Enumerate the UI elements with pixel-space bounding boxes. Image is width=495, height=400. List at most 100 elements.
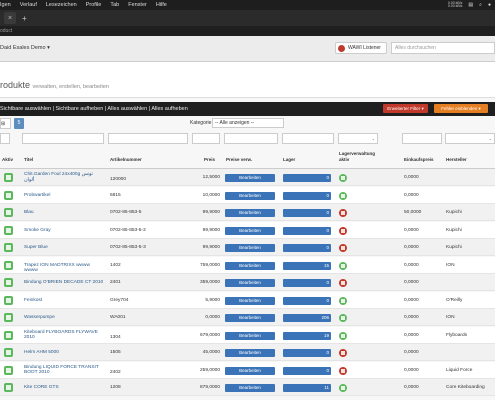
filter-preis[interactable] bbox=[192, 133, 220, 144]
table-row[interactable]: Blau 0702-85-853-5 99,9000 Bearbeiten 0 50,00… bbox=[0, 204, 495, 221]
product-title[interactable]: Kiteboard FLYBOARDS FLYWAVE 2010 bbox=[24, 329, 98, 341]
stock-value[interactable]: 0 bbox=[283, 366, 331, 375]
filter-aktiv[interactable] bbox=[0, 133, 10, 144]
stock-management-toggle[interactable] bbox=[339, 174, 347, 182]
table-row[interactable]: Super Blue 0702-85-853-5-3 99,9000 Bearbeit… bbox=[0, 239, 495, 256]
edit-prices-button[interactable]: Bearbeiten bbox=[225, 261, 275, 270]
edit-prices-button[interactable]: Bearbeiten bbox=[225, 209, 275, 217]
menu-item-tab[interactable]: Tab bbox=[110, 2, 120, 8]
menu-item-fenster[interactable]: Fenster bbox=[128, 2, 147, 8]
stock-value[interactable]: 19 bbox=[283, 331, 331, 340]
filter-lagerverwaltung-select[interactable]: ⌄ bbox=[338, 133, 378, 144]
active-checkbox[interactable] bbox=[4, 348, 13, 357]
page-size-button[interactable]: 5 bbox=[14, 118, 24, 129]
active-checkbox[interactable] bbox=[4, 330, 13, 340]
active-checkbox[interactable] bbox=[4, 295, 13, 305]
product-title[interactable]: Chit.Garden Foul 24x400g تونس ألوان bbox=[24, 172, 93, 183]
stock-value[interactable]: 0 bbox=[283, 279, 331, 287]
filter-artikelnummer[interactable] bbox=[108, 133, 188, 144]
table-row[interactable]: Feinkost Grey704 5,9000 Bearbeiten 0 0,0000 O'… bbox=[0, 291, 495, 309]
edit-prices-button[interactable]: Bearbeiten bbox=[225, 314, 275, 322]
product-title[interactable]: Trapez ION MADTRIXX wwww wwww bbox=[24, 262, 90, 274]
product-title[interactable]: Wasserpumpe bbox=[24, 315, 55, 320]
product-title[interactable]: Kite CORE GTS bbox=[24, 385, 59, 390]
edit-prices-button[interactable]: Bearbeiten bbox=[225, 244, 275, 252]
product-title[interactable]: Blau bbox=[24, 210, 34, 215]
stock-management-toggle[interactable] bbox=[339, 191, 347, 200]
edit-prices-button[interactable]: Bearbeiten bbox=[225, 331, 275, 340]
stock-management-toggle[interactable] bbox=[339, 244, 347, 252]
active-checkbox[interactable] bbox=[4, 243, 13, 252]
new-tab-icon[interactable]: + bbox=[22, 13, 27, 23]
col-lagerverwaltung[interactable]: Lagerverwaltung aktiv bbox=[339, 151, 376, 162]
table-row[interactable]: Kiteboard FLYBOARDS FLYWAVE 2010 1304 679,… bbox=[0, 326, 495, 344]
filter-titel[interactable] bbox=[22, 133, 104, 144]
siri-icon[interactable]: ● bbox=[487, 2, 491, 8]
edit-prices-button[interactable]: Bearbeiten bbox=[225, 279, 275, 287]
table-row[interactable]: Chit.Garden Foul 24x400g تونس ألوان 12000… bbox=[0, 169, 495, 186]
menu-item-hilfe[interactable]: Hilfe bbox=[155, 2, 167, 8]
col-artikelnummer[interactable]: Artikelnummer bbox=[110, 157, 142, 162]
active-checkbox[interactable] bbox=[4, 365, 13, 375]
stock-value[interactable]: 0 bbox=[283, 226, 331, 235]
edit-prices-button[interactable]: Bearbeiten bbox=[225, 349, 275, 357]
table-row[interactable]: Bindung LIQUID FORCE TRANSIT BOOT 2010 24… bbox=[0, 361, 495, 379]
stock-value[interactable]: 0 bbox=[283, 191, 331, 200]
stock-management-toggle[interactable] bbox=[339, 384, 347, 392]
table-row[interactable]: Probwartikel 6815 10,0000 Bearbeiten 0 0,0000 bbox=[0, 186, 495, 204]
col-preis[interactable]: Preis bbox=[204, 157, 216, 162]
menu-item-lesezeichen[interactable]: Lesezeichen bbox=[45, 2, 77, 8]
filter-preise[interactable] bbox=[224, 133, 278, 144]
edit-prices-button[interactable]: Bearbeiten bbox=[225, 366, 275, 375]
address-bar[interactable]: oduct bbox=[0, 26, 495, 36]
stock-management-toggle[interactable] bbox=[339, 314, 347, 322]
stock-value[interactable]: 0 bbox=[283, 296, 331, 305]
table-row[interactable]: Trapez ION MADTRIXX wwww wwww 1402 759,000… bbox=[0, 256, 495, 274]
edit-prices-button[interactable]: Bearbeiten bbox=[225, 296, 275, 305]
filter-einkaufspreis[interactable] bbox=[402, 133, 442, 144]
stock-value[interactable]: 0 bbox=[283, 209, 331, 217]
active-checkbox[interactable] bbox=[4, 208, 13, 217]
menu-item-profile[interactable]: Profile bbox=[85, 2, 102, 8]
stock-management-toggle[interactable] bbox=[339, 366, 347, 375]
menu-item-verlauf[interactable]: Verlauf bbox=[19, 2, 37, 8]
search-icon[interactable]: ⌕ bbox=[479, 2, 482, 8]
stock-value[interactable]: 0 bbox=[283, 349, 331, 357]
filter-lager[interactable] bbox=[282, 133, 334, 144]
stock-management-toggle[interactable] bbox=[339, 331, 347, 340]
product-title[interactable]: Bindung LIQUID FORCE TRANSIT BOOT 2010 bbox=[24, 364, 99, 376]
stock-management-toggle[interactable] bbox=[339, 261, 347, 270]
menu-item-igen[interactable]: Igen bbox=[0, 2, 11, 8]
product-title[interactable]: Feinkost bbox=[24, 297, 43, 303]
col-aktiv[interactable]: Aktiv bbox=[2, 157, 14, 162]
edit-prices-button[interactable]: Bearbeiten bbox=[225, 174, 275, 182]
col-titel[interactable]: Titel bbox=[24, 157, 34, 162]
extended-filter-button[interactable]: Erweiterter Filter ▾ bbox=[383, 104, 428, 113]
product-title[interactable]: Smoke Gray bbox=[24, 227, 51, 233]
stock-value[interactable]: 15 bbox=[283, 261, 331, 270]
shop-selector[interactable]: Daid Esales Demo ▾ bbox=[0, 45, 50, 51]
product-title[interactable]: Bindung O'BRIEN DECADE CT 2010 bbox=[24, 280, 104, 285]
col-preise[interactable]: Preise verw. bbox=[226, 157, 253, 162]
table-row[interactable]: Smoke Gray 0702-85-853-5-2 99,9000 Bearbeit… bbox=[0, 221, 495, 239]
active-checkbox[interactable] bbox=[4, 278, 13, 287]
active-checkbox[interactable] bbox=[4, 225, 13, 235]
table-row[interactable]: Helm AHM 5000 1505 45,0000 Bearbeiten 0 0,000… bbox=[0, 344, 495, 361]
edit-prices-button[interactable]: Bearbeiten bbox=[225, 226, 275, 235]
active-checkbox[interactable] bbox=[4, 190, 13, 200]
stock-value[interactable]: 0 bbox=[283, 174, 331, 182]
active-checkbox[interactable] bbox=[4, 383, 13, 392]
stock-management-toggle[interactable] bbox=[339, 349, 347, 357]
product-title[interactable]: Helm AHM 5000 bbox=[24, 350, 59, 355]
active-checkbox[interactable] bbox=[4, 313, 13, 322]
stock-management-toggle[interactable] bbox=[339, 296, 347, 305]
tab-close-icon[interactable]: × bbox=[4, 12, 16, 24]
stock-value[interactable]: 206 bbox=[283, 314, 331, 322]
col-hersteller[interactable]: Hersteller bbox=[446, 157, 467, 162]
active-checkbox[interactable] bbox=[4, 173, 13, 182]
table-row[interactable]: Wasserpumpe WA001 0,0000 Bearbeiten 206 0,000… bbox=[0, 309, 495, 326]
active-checkbox[interactable] bbox=[4, 260, 13, 270]
stock-value[interactable]: 0 bbox=[283, 244, 331, 252]
col-lager[interactable]: Lager bbox=[283, 157, 296, 162]
product-title[interactable]: Probwartikel bbox=[24, 192, 51, 198]
